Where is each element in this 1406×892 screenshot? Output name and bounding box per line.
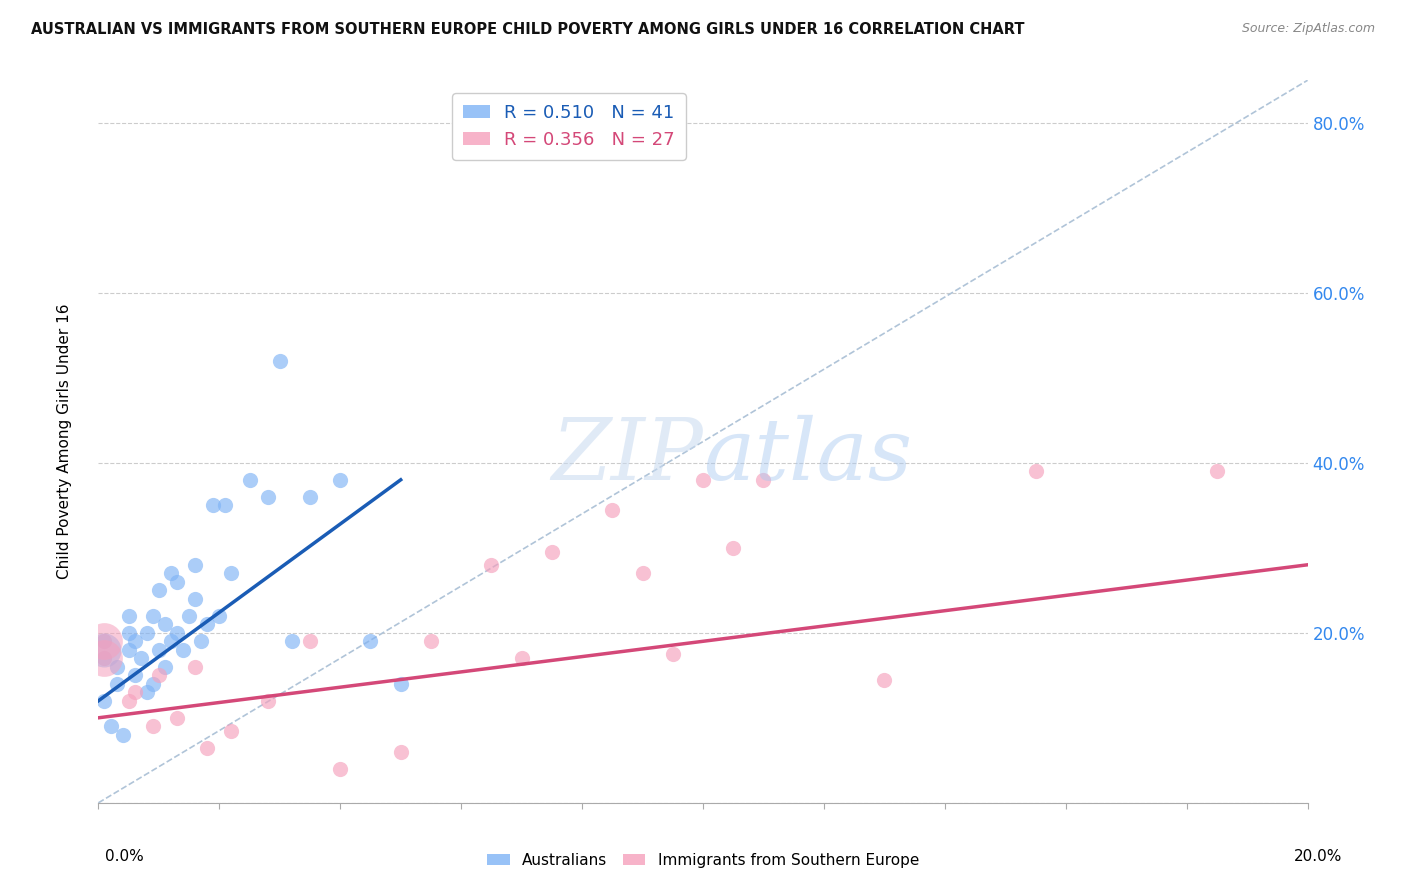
Text: 0.0%: 0.0% — [105, 849, 145, 864]
Point — [93, 651, 115, 665]
Point — [299, 634, 322, 648]
Point — [208, 608, 231, 623]
Point — [160, 566, 183, 581]
Point — [93, 634, 115, 648]
Point — [602, 502, 624, 516]
Point — [221, 566, 243, 581]
Point — [269, 353, 291, 368]
Legend: R = 0.510   N = 41, R = 0.356   N = 27: R = 0.510 N = 41, R = 0.356 N = 27 — [453, 93, 686, 160]
Point — [256, 490, 278, 504]
Point — [184, 558, 207, 572]
Point — [142, 719, 165, 733]
Point — [389, 745, 412, 759]
Point — [105, 677, 128, 691]
Point — [1206, 464, 1229, 478]
Point — [166, 574, 188, 589]
Point — [160, 634, 183, 648]
Point — [510, 651, 533, 665]
Point — [148, 668, 170, 682]
Point — [100, 719, 122, 733]
Point — [148, 583, 170, 598]
Legend: Australians, Immigrants from Southern Europe: Australians, Immigrants from Southern Eu… — [481, 847, 925, 873]
Point — [661, 647, 683, 661]
Point — [214, 498, 236, 512]
Point — [153, 617, 176, 632]
Point — [142, 677, 165, 691]
Point — [93, 651, 115, 665]
Point — [124, 685, 146, 699]
Point — [239, 473, 262, 487]
Text: atlas: atlas — [703, 415, 912, 498]
Point — [105, 660, 128, 674]
Point — [631, 566, 654, 581]
Point — [118, 608, 141, 623]
Text: Source: ZipAtlas.com: Source: ZipAtlas.com — [1241, 22, 1375, 36]
Point — [93, 642, 115, 657]
Point — [172, 642, 194, 657]
Point — [135, 685, 157, 699]
Point — [93, 634, 115, 648]
Point — [389, 677, 412, 691]
Point — [190, 634, 212, 648]
Point — [184, 660, 207, 674]
Point — [360, 634, 382, 648]
Point — [148, 642, 170, 657]
Point — [281, 634, 304, 648]
Point — [184, 591, 207, 606]
Point — [221, 723, 243, 738]
Point — [93, 694, 115, 708]
Point — [142, 608, 165, 623]
Text: ZIP: ZIP — [551, 415, 703, 498]
Point — [124, 634, 146, 648]
Point — [692, 473, 714, 487]
Point — [166, 711, 188, 725]
Point — [752, 473, 775, 487]
Point — [111, 728, 134, 742]
Point — [166, 625, 188, 640]
Point — [118, 694, 141, 708]
Point — [299, 490, 322, 504]
Point — [202, 498, 225, 512]
Point — [153, 660, 176, 674]
Point — [723, 541, 745, 555]
Point — [540, 545, 562, 559]
Text: 20.0%: 20.0% — [1295, 849, 1343, 864]
Y-axis label: Child Poverty Among Girls Under 16: Child Poverty Among Girls Under 16 — [58, 304, 72, 579]
Point — [129, 651, 152, 665]
Point — [420, 634, 443, 648]
Point — [481, 558, 503, 572]
Point — [873, 673, 896, 687]
Point — [329, 762, 352, 776]
Text: AUSTRALIAN VS IMMIGRANTS FROM SOUTHERN EUROPE CHILD POVERTY AMONG GIRLS UNDER 16: AUSTRALIAN VS IMMIGRANTS FROM SOUTHERN E… — [31, 22, 1025, 37]
Point — [118, 642, 141, 657]
Point — [135, 625, 157, 640]
Point — [1024, 464, 1046, 478]
Point — [195, 740, 218, 755]
Point — [329, 473, 352, 487]
Point — [124, 668, 146, 682]
Point — [179, 608, 201, 623]
Point — [195, 617, 218, 632]
Point — [118, 625, 141, 640]
Point — [256, 694, 278, 708]
